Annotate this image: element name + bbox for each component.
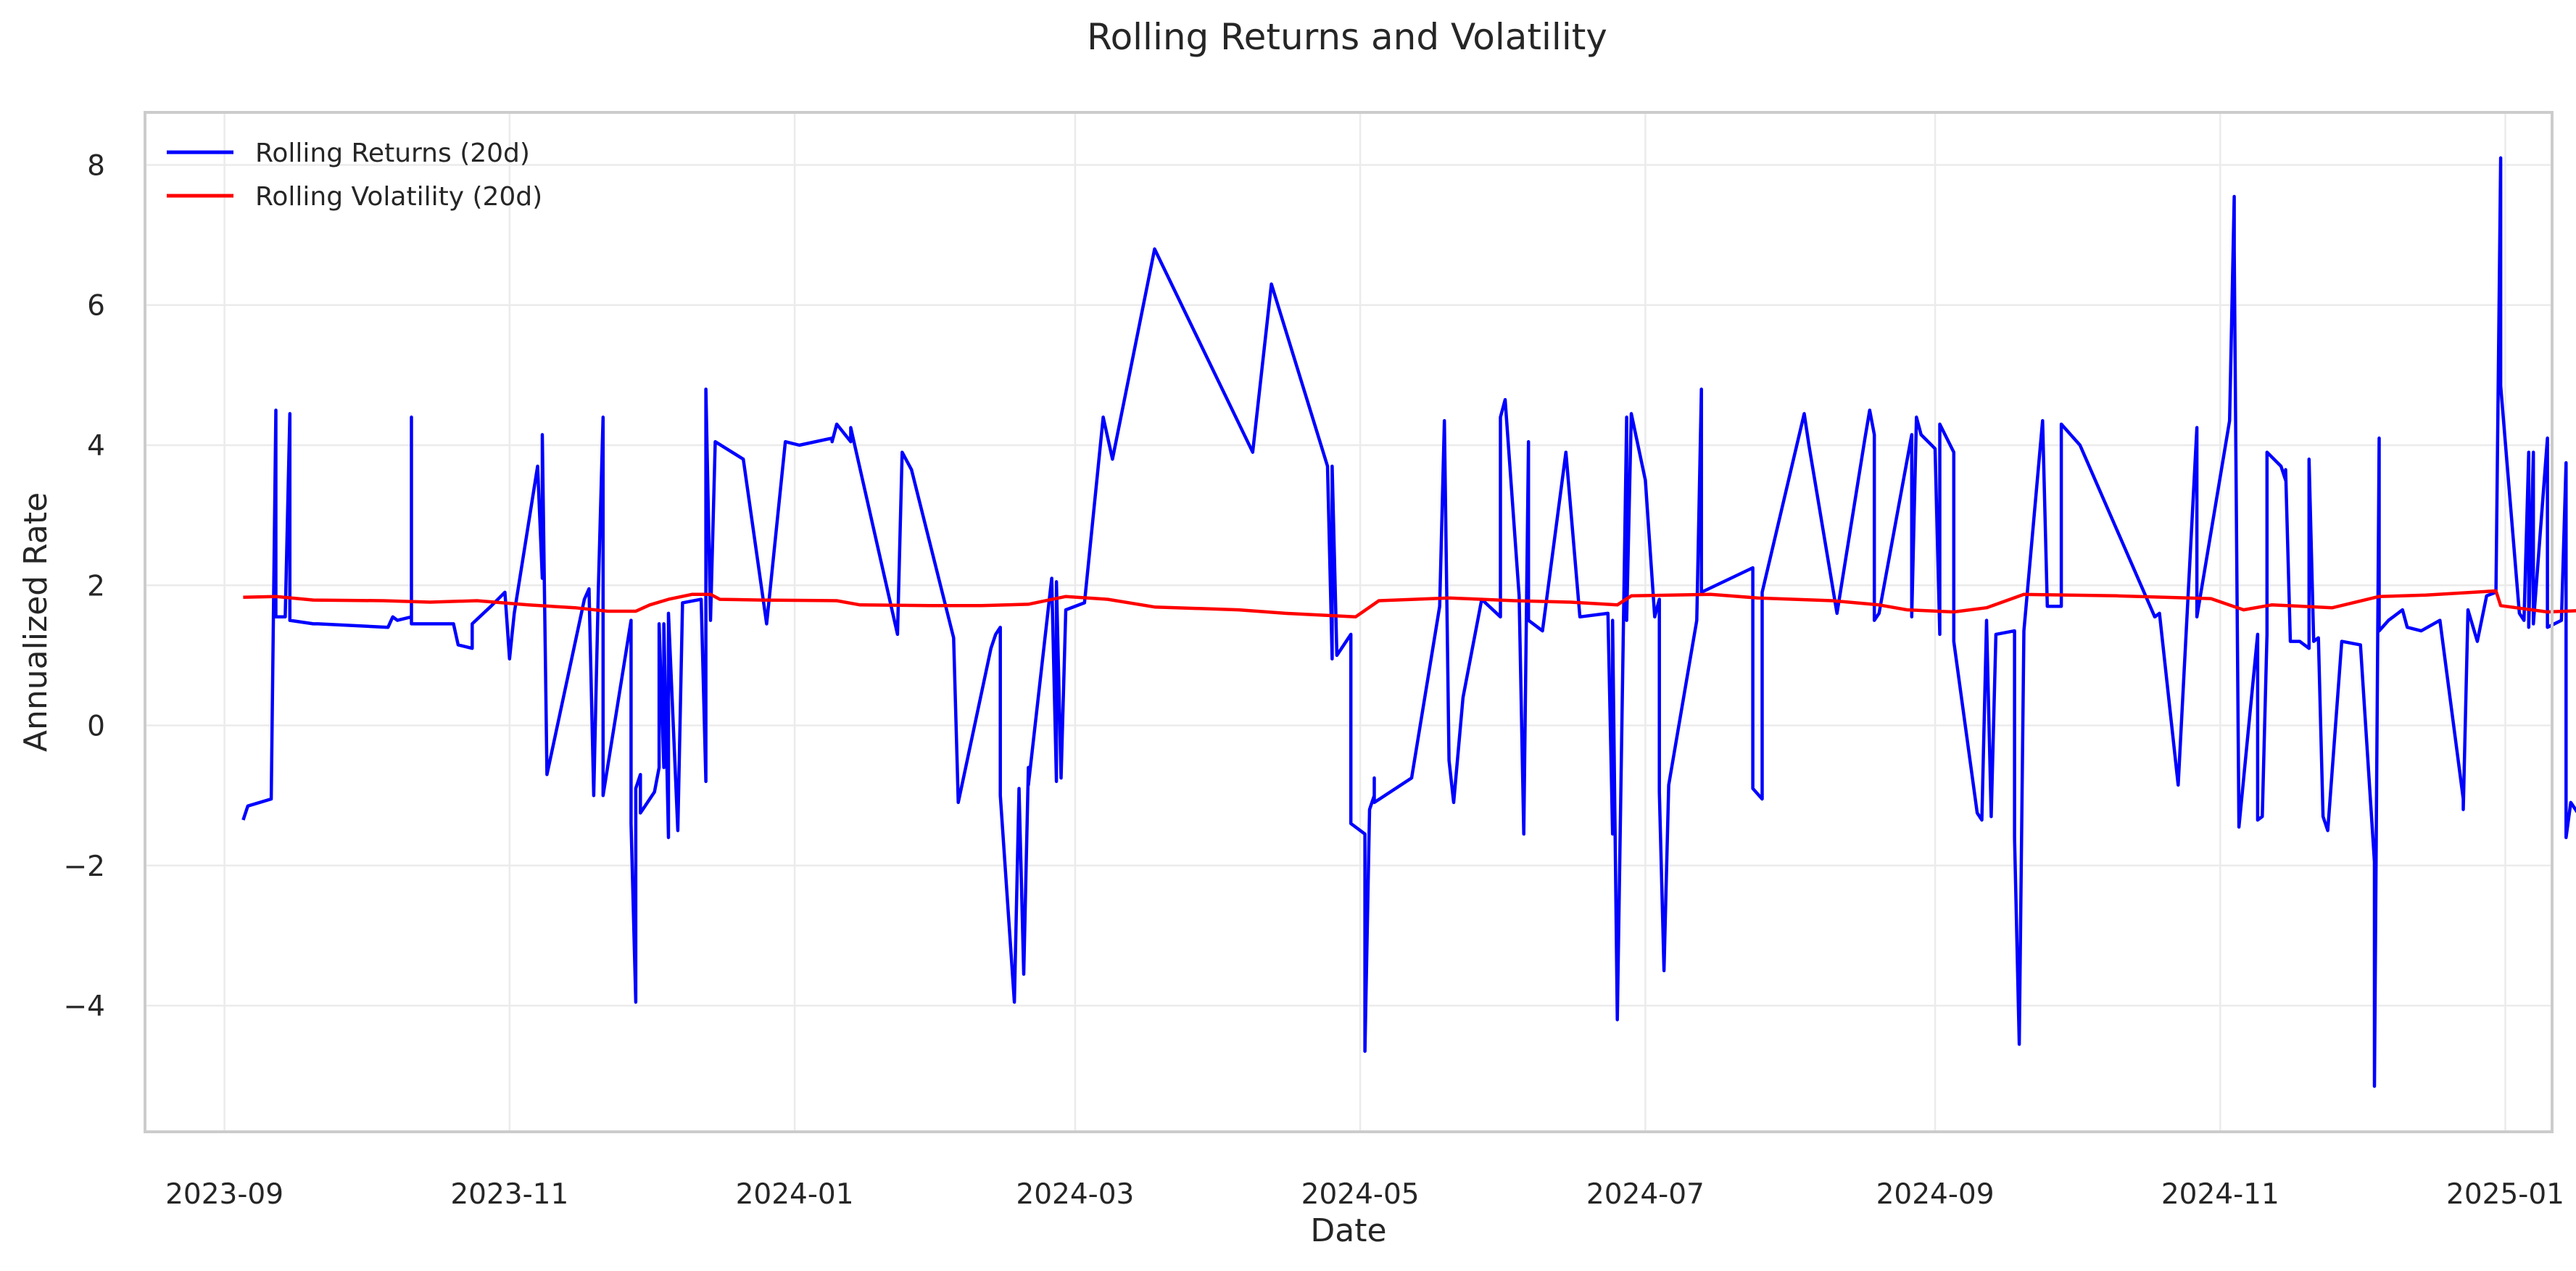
x-axis-label: Date	[1310, 1212, 1386, 1249]
y-tick-label: 0	[87, 711, 105, 743]
tick-labels: 2023-09 2023-11 2024-01 2024-03 2024-05 2024-…	[64, 149, 2565, 1211]
chart-title: Rolling Returns and Volatility	[1087, 16, 1607, 58]
x-tick-label: 2023-09	[165, 1178, 283, 1211]
plot-lines	[241, 156, 2576, 1088]
x-tick-label: 2024-09	[1876, 1178, 1995, 1211]
x-tick-label: 2024-11	[2161, 1178, 2279, 1211]
y-tick-label: −4	[64, 990, 106, 1023]
x-tick-label: 2023-11	[450, 1178, 568, 1211]
plot-frame	[144, 111, 2554, 1133]
legend: Rolling Returns (20d) Rolling Volatility …	[167, 138, 542, 212]
y-tick-label: 8	[87, 149, 105, 182]
series-line-volatility	[243, 589, 2576, 619]
legend-label: Rolling Volatility (20d)	[255, 182, 542, 212]
x-tick-label: 2024-03	[1016, 1178, 1134, 1211]
legend-label: Rolling Returns (20d)	[255, 138, 530, 168]
x-tick-label: 2024-01	[736, 1178, 854, 1211]
x-tick-label: 2025-01	[2446, 1178, 2564, 1211]
x-tick-label: 2024-07	[1586, 1178, 1705, 1211]
y-axis-label: Annualized Rate	[17, 492, 54, 752]
y-tick-label: 4	[87, 430, 105, 463]
x-tick-label: 2024-05	[1301, 1178, 1420, 1211]
y-tick-label: 6	[87, 290, 105, 323]
y-tick-label: −2	[64, 850, 106, 883]
series-line-returns	[241, 156, 2576, 1088]
y-tick-label: 2	[87, 570, 105, 603]
